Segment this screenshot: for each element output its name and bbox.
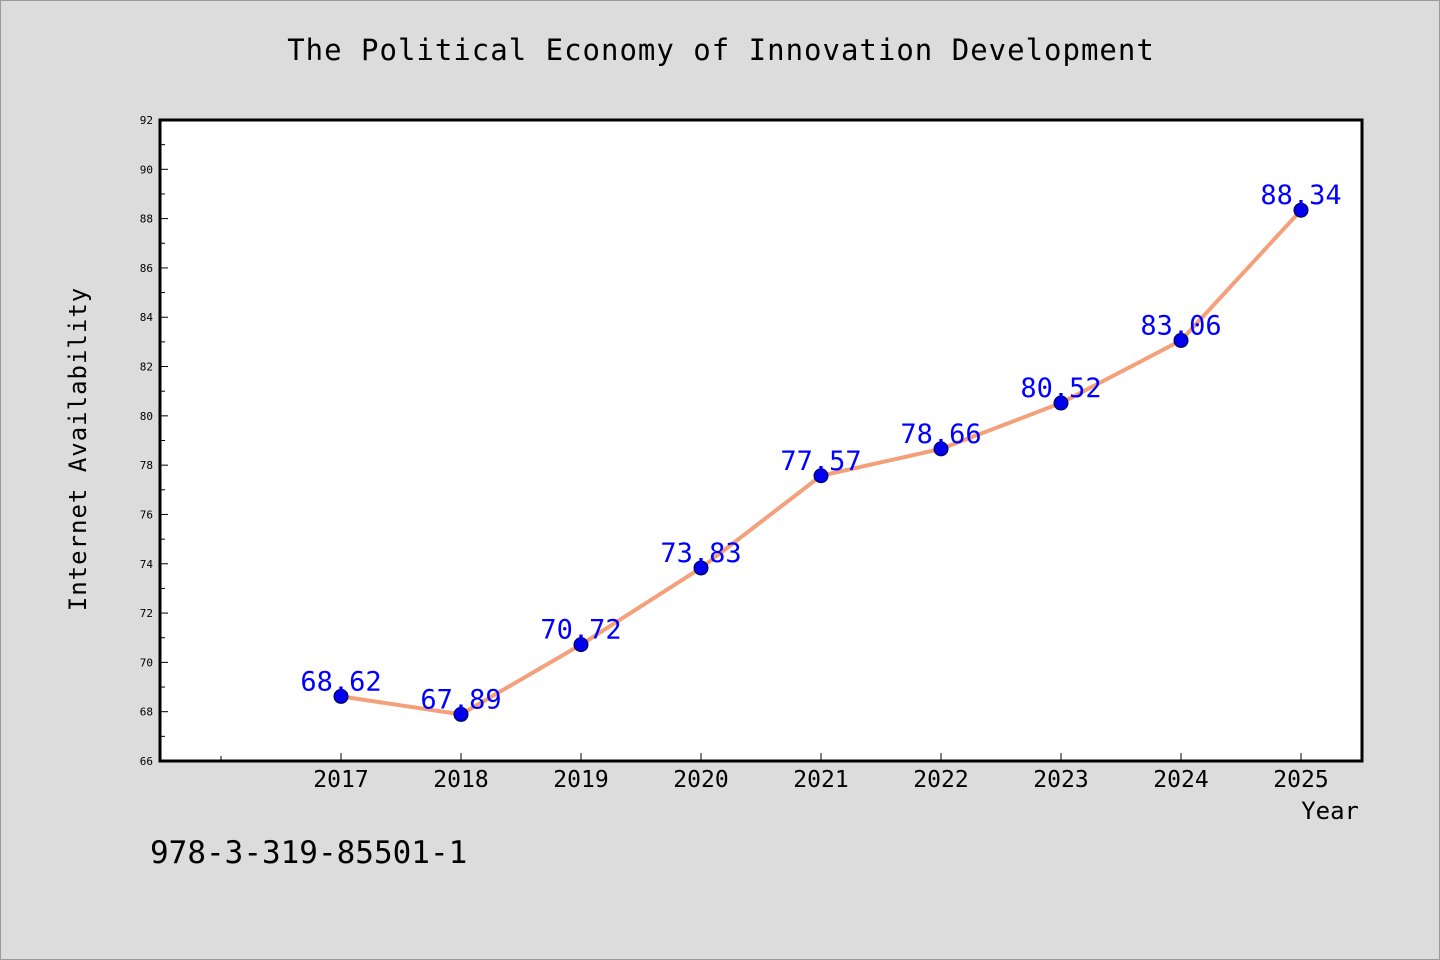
data-point <box>693 560 709 576</box>
data-label: 73.83 <box>660 538 741 569</box>
x-tick-label: 2022 <box>913 767 968 793</box>
data-point <box>1173 332 1189 348</box>
data-label: 88.34 <box>1260 180 1341 211</box>
data-point <box>1293 202 1309 218</box>
x-tick-label: 2021 <box>793 767 848 793</box>
y-tick-label: 66 <box>140 755 153 768</box>
data-label: 77.57 <box>780 446 861 477</box>
data-point <box>933 441 949 457</box>
y-tick-label: 86 <box>140 262 153 275</box>
data-label: 80.52 <box>1020 373 1101 404</box>
data-point <box>1053 395 1069 411</box>
x-tick-label: 2023 <box>1033 767 1088 793</box>
chart-title: The Political Economy of Innovation Deve… <box>287 33 1155 67</box>
data-point <box>573 637 589 653</box>
x-tick-label: 2025 <box>1273 767 1328 793</box>
isbn-text: 978-3-319-85501-1 <box>150 835 468 871</box>
y-tick-label: 84 <box>140 311 154 324</box>
plot-frame <box>158 118 1364 763</box>
y-tick-label: 78 <box>140 459 153 472</box>
x-tick-label: 2019 <box>553 767 608 793</box>
y-tick-label: 80 <box>140 410 153 423</box>
x-tick-label: 2017 <box>313 767 368 793</box>
x-tick-label: 2020 <box>673 767 728 793</box>
y-tick-label: 72 <box>140 607 153 620</box>
y-tick-label: 90 <box>140 163 153 176</box>
data-label: 68.62 <box>300 666 381 697</box>
data-label: 67.89 <box>420 684 501 715</box>
y-tick-label: 68 <box>140 706 153 719</box>
y-tick-label: 74 <box>140 558 154 571</box>
y-tick-label: 76 <box>140 508 153 521</box>
y-tick-label: 88 <box>140 213 153 226</box>
y-tick-label: 70 <box>140 656 153 669</box>
y-tick-label: 82 <box>140 361 153 374</box>
data-point <box>453 706 469 722</box>
data-label: 83.06 <box>1140 310 1221 341</box>
x-axis-label: Year <box>1301 797 1359 825</box>
data-label: 70.72 <box>540 615 621 646</box>
data-point <box>333 688 349 704</box>
y-tick-label: 92 <box>140 114 153 127</box>
x-tick-label: 2018 <box>433 767 488 793</box>
data-point <box>813 468 829 484</box>
x-tick-label: 2024 <box>1153 767 1208 793</box>
data-label: 78.66 <box>900 419 981 450</box>
